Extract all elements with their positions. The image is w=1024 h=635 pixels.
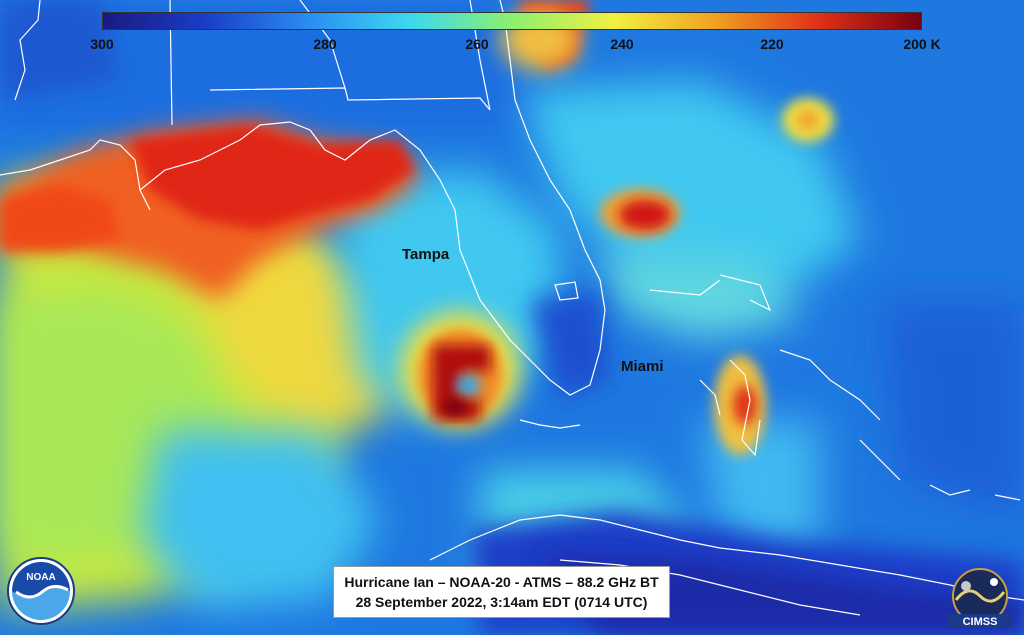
bahamas-exuma: [859, 439, 901, 481]
caption-datetime: 28 September 2022, 3:14am EDT (0714 UTC): [355, 594, 648, 610]
caption-title: Hurricane Ian – NOAA-20 - ATMS – 88.2 GH…: [344, 574, 659, 590]
everglades-blue: [530, 290, 610, 400]
cyan-atlantic: [520, 80, 860, 300]
atlantic-cell-red: [619, 200, 671, 230]
bahamas-abaco-bank: [649, 279, 721, 296]
bahamas-andros: [729, 359, 761, 457]
city-label-miami: Miami: [621, 358, 664, 375]
colorbar-tick-280: 280: [313, 36, 337, 52]
colorbar-tick-240: 240: [610, 36, 634, 52]
state-border-al-ga: [209, 87, 491, 111]
colorbar-tick-220: 220: [760, 36, 784, 52]
atlantic-east-blue: [880, 300, 1024, 520]
gulf-west-red: [0, 185, 120, 250]
city-label-tampa: Tampa: [402, 246, 450, 263]
cimss-logo-text: CIMSS: [963, 616, 998, 628]
bahamas-cell-red: [733, 385, 757, 425]
cyan-bahamas-south: [700, 420, 820, 560]
caption-box: Hurricane Ian – NOAA-20 - ATMS – 88.2 GH…: [333, 566, 670, 618]
cuba-interior: [559, 559, 861, 616]
gulf-coast-red: [130, 125, 415, 230]
hurricane-core-dark: [445, 400, 465, 416]
bahamas-crooked-island: [994, 494, 1021, 501]
cyan-gulf-south: [140, 430, 380, 610]
state-border-tx: [14, 0, 41, 101]
cimss-logo: CIMSS: [948, 568, 1012, 628]
colorbar-tick-260: 260: [465, 36, 489, 52]
land-nw-blue: [0, 0, 120, 100]
hurricane-eye: [456, 375, 480, 395]
colorbar-tick-200: 200 K: [903, 36, 941, 52]
bahamas-long-island: [929, 484, 971, 496]
florida-keys: [519, 419, 581, 429]
temperature-colorbar: [102, 12, 922, 30]
cuba-north-coast: [429, 514, 1024, 601]
noaa-logo-text: NOAA: [26, 572, 55, 583]
bahamas-grand-bahama: [719, 274, 772, 312]
bahamas-eleuthera: [779, 349, 881, 421]
lake-okeechobee: [554, 281, 579, 301]
noaa-logo: NOAA: [7, 557, 75, 625]
florida-coastline: [0, 0, 606, 396]
bahamas-bimini: [699, 379, 721, 416]
colorbar-tick-300: 300: [90, 36, 114, 52]
atlantic-cell-orange-small: [796, 110, 820, 130]
